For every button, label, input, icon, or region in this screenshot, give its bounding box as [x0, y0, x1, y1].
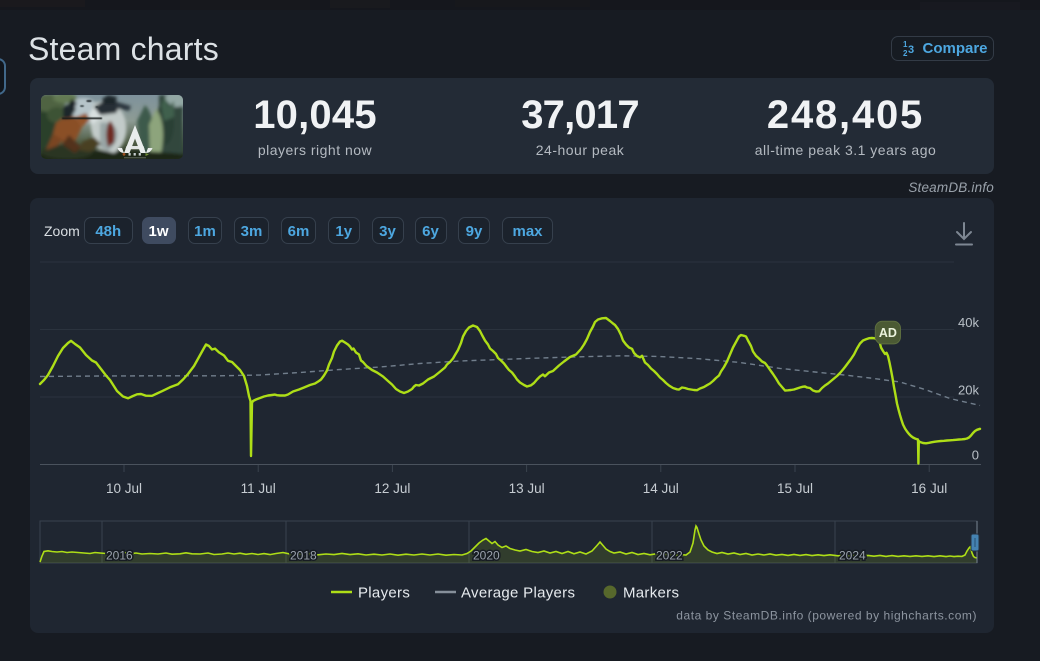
svg-text:2: 2: [903, 49, 908, 57]
svg-text:16 Jul: 16 Jul: [911, 481, 947, 496]
svg-text:12 Jul: 12 Jul: [374, 481, 410, 496]
svg-text:2022: 2022: [656, 549, 683, 563]
svg-text:13 Jul: 13 Jul: [509, 481, 545, 496]
svg-text:AD: AD: [879, 326, 897, 340]
svg-text:Markers: Markers: [623, 585, 679, 602]
svg-text:2020: 2020: [473, 549, 500, 563]
svg-text:Average Players: Average Players: [461, 585, 575, 602]
svg-text:40k: 40k: [958, 315, 979, 330]
svg-text:2018: 2018: [290, 549, 317, 563]
svg-text:1: 1: [903, 40, 908, 49]
svg-text:20k: 20k: [958, 383, 979, 398]
svg-text:3: 3: [908, 44, 914, 56]
svg-text:2024: 2024: [839, 549, 866, 563]
svg-text:0: 0: [972, 448, 979, 463]
svg-text:15 Jul: 15 Jul: [777, 481, 813, 496]
svg-text:10 Jul: 10 Jul: [106, 481, 142, 496]
svg-text:2016: 2016: [106, 549, 133, 563]
svg-text:data by SteamDB.info (powered: data by SteamDB.info (powered by highcha…: [676, 609, 977, 623]
svg-text:14 Jul: 14 Jul: [643, 481, 679, 496]
svg-text:11 Jul: 11 Jul: [241, 481, 276, 496]
svg-text:Players: Players: [358, 585, 410, 602]
